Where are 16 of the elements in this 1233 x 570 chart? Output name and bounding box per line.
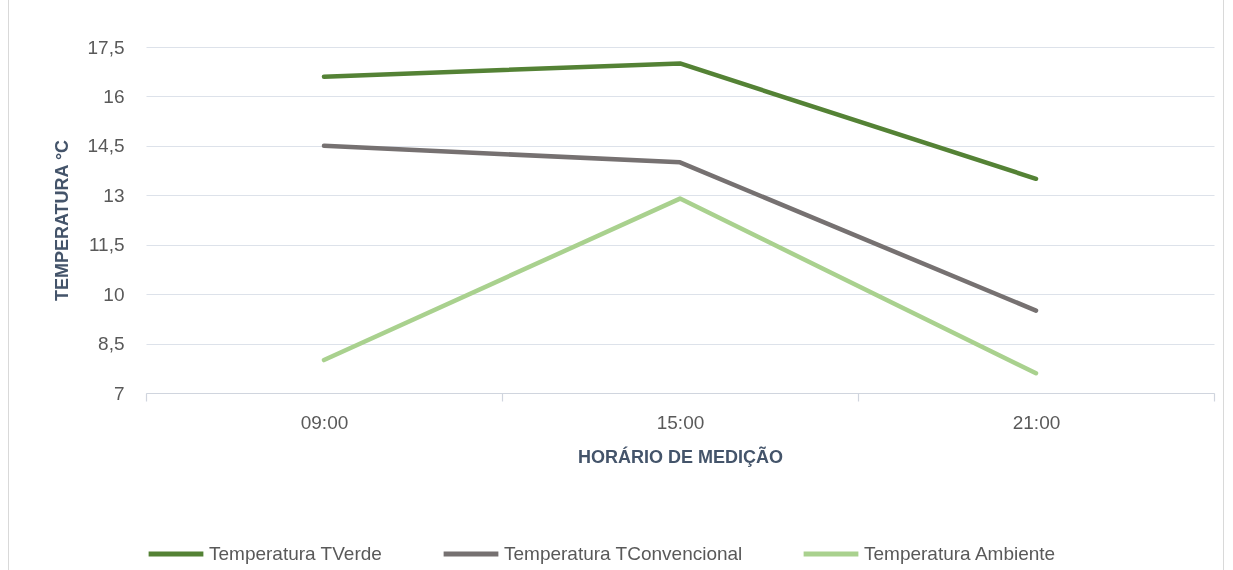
y-tick-label: 11,5 xyxy=(88,234,125,256)
x-tick-label: 09:00 xyxy=(300,411,349,433)
y-tick-label: 7 xyxy=(113,382,125,404)
x-tick-label: 15:00 xyxy=(656,411,705,433)
y-tick-label: 16 xyxy=(103,85,125,107)
y-tick-label: 14,5 xyxy=(87,135,125,157)
x-tick-label: 21:00 xyxy=(1012,411,1061,433)
y-tick-label: 8,5 xyxy=(98,333,125,355)
legend-label: Temperatura Ambiente xyxy=(864,543,1056,564)
y-axis-title: TEMPERATURA °C xyxy=(51,139,72,302)
y-tick-label: 13 xyxy=(103,184,125,206)
y-tick-label: 10 xyxy=(103,283,125,305)
x-axis-title: HORÁRIO DE MEDIÇÃO xyxy=(577,445,784,467)
legend-label: Temperatura TConvencional xyxy=(504,543,743,564)
legend-label: Temperatura TVerde xyxy=(209,543,382,564)
y-tick-label: 17,5 xyxy=(87,36,125,58)
